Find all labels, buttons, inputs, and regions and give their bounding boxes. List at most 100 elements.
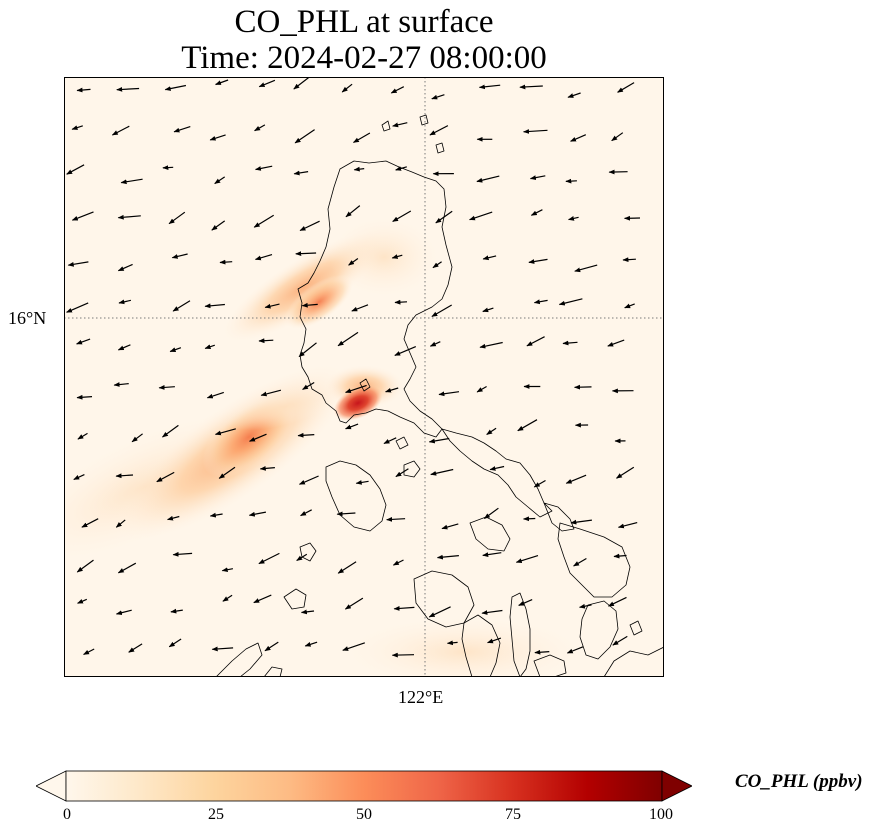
wind-arrow	[391, 254, 403, 259]
wind-arrow	[393, 606, 415, 611]
wind-arrow	[264, 641, 279, 652]
wind-arrow	[221, 567, 234, 573]
wind-arrow	[478, 84, 501, 90]
colorbar	[36, 770, 692, 802]
wind-arrow	[383, 437, 397, 445]
wind-arrow	[76, 87, 91, 93]
latitude-tick-label: 16°N	[8, 308, 47, 328]
wind-arrow	[533, 479, 546, 488]
wind-arrow	[67, 261, 89, 267]
colorbar-tick-100: 100	[649, 806, 673, 823]
wind-arrow	[617, 522, 638, 529]
wind-arrow	[476, 385, 487, 393]
wind-arrow	[302, 381, 315, 391]
wind-arrow	[622, 257, 636, 263]
wind-arrow	[336, 511, 356, 517]
colorbar-tick-75: 75	[505, 806, 521, 823]
wind-arrow	[219, 259, 233, 265]
wind-arrow	[218, 466, 236, 479]
wind-arrow	[162, 424, 179, 438]
wind-arrow	[222, 594, 233, 602]
wind-arrow	[304, 641, 318, 647]
wind-arrow	[385, 387, 399, 393]
wind-arrow	[533, 299, 548, 305]
colorbar-tick-50: 50	[356, 806, 372, 823]
wind-arrow	[214, 176, 226, 185]
wind-arrow	[341, 83, 353, 93]
wind-arrow	[253, 594, 272, 604]
wind-arrow	[169, 347, 182, 353]
wind-arrow	[432, 261, 442, 269]
wind-arrow	[167, 515, 180, 521]
wind-arrow	[574, 264, 598, 273]
wind-arrow	[562, 340, 578, 346]
wind-arrow	[73, 474, 85, 481]
wind-arrow	[479, 341, 503, 349]
wind-arrow	[345, 384, 367, 393]
wind-arrow	[429, 125, 449, 136]
wind-arrow	[436, 554, 459, 560]
wind-arrow	[171, 253, 188, 259]
wind-arrow	[209, 134, 226, 141]
wind-arrow	[297, 432, 315, 438]
colorbar-label: CO_PHL (ppbv)	[735, 771, 863, 792]
wind-arrow	[573, 557, 587, 567]
wind-arrow	[481, 609, 503, 615]
colorbar-min-extension	[36, 770, 67, 802]
wind-arrow	[486, 427, 497, 435]
wind-vectors	[66, 77, 641, 658]
wind-arrow	[83, 648, 95, 656]
wind-arrow	[352, 132, 371, 144]
wind-arrow	[254, 254, 273, 261]
wind-arrow	[260, 389, 282, 397]
wind-arrow	[293, 77, 311, 90]
wind-arrow	[568, 216, 579, 221]
wind-arrow	[172, 551, 193, 557]
wind-arrow	[117, 214, 141, 220]
wind-arrow	[298, 342, 317, 358]
wind-arrow	[345, 423, 359, 430]
wind-arrow	[565, 178, 577, 184]
wind-arrow	[77, 432, 88, 440]
wind-arrow	[523, 516, 536, 522]
wind-arrow	[607, 596, 627, 607]
wind-arrow	[215, 79, 229, 86]
wind-arrow	[624, 303, 635, 309]
wind-arrow	[204, 344, 215, 349]
wind-arrow	[483, 507, 499, 519]
wind-arrow	[158, 385, 175, 390]
wind-arrow	[487, 637, 502, 644]
wind-arrow	[115, 473, 134, 479]
wind-arrow	[489, 465, 505, 471]
wind-arrow	[76, 559, 94, 573]
wind-arrow	[517, 419, 538, 432]
wind-arrow	[111, 125, 130, 136]
wind-arrow	[296, 553, 308, 562]
wind-arrow	[344, 597, 364, 610]
wind-arrow	[209, 512, 223, 518]
wind-arrow	[162, 165, 174, 170]
wind-arrow	[395, 166, 407, 171]
wind-arrow	[255, 165, 273, 171]
wind-arrow	[170, 608, 183, 614]
wind-arrow	[565, 474, 587, 484]
wind-arrow	[298, 475, 319, 485]
wind-arrow	[570, 134, 587, 142]
wind-arrow	[394, 299, 408, 305]
wind-arrow	[567, 92, 581, 98]
wind-arrow	[128, 643, 143, 653]
colorbar-tick-0: 0	[63, 806, 71, 823]
wind-arrow	[258, 338, 274, 344]
wind-arrow	[355, 480, 369, 485]
wind-arrow	[534, 649, 550, 655]
wind-arrow	[607, 339, 625, 347]
wind-arrow	[429, 341, 441, 347]
wind-arrow	[613, 553, 627, 559]
wind-arrow	[566, 646, 584, 654]
wind-arrow	[526, 336, 545, 347]
wind-arrow	[351, 304, 369, 312]
wind-arrow	[395, 468, 409, 478]
wind-arrow	[515, 555, 539, 563]
wind-arrow	[529, 175, 546, 180]
colorbar-gradient	[65, 770, 663, 802]
